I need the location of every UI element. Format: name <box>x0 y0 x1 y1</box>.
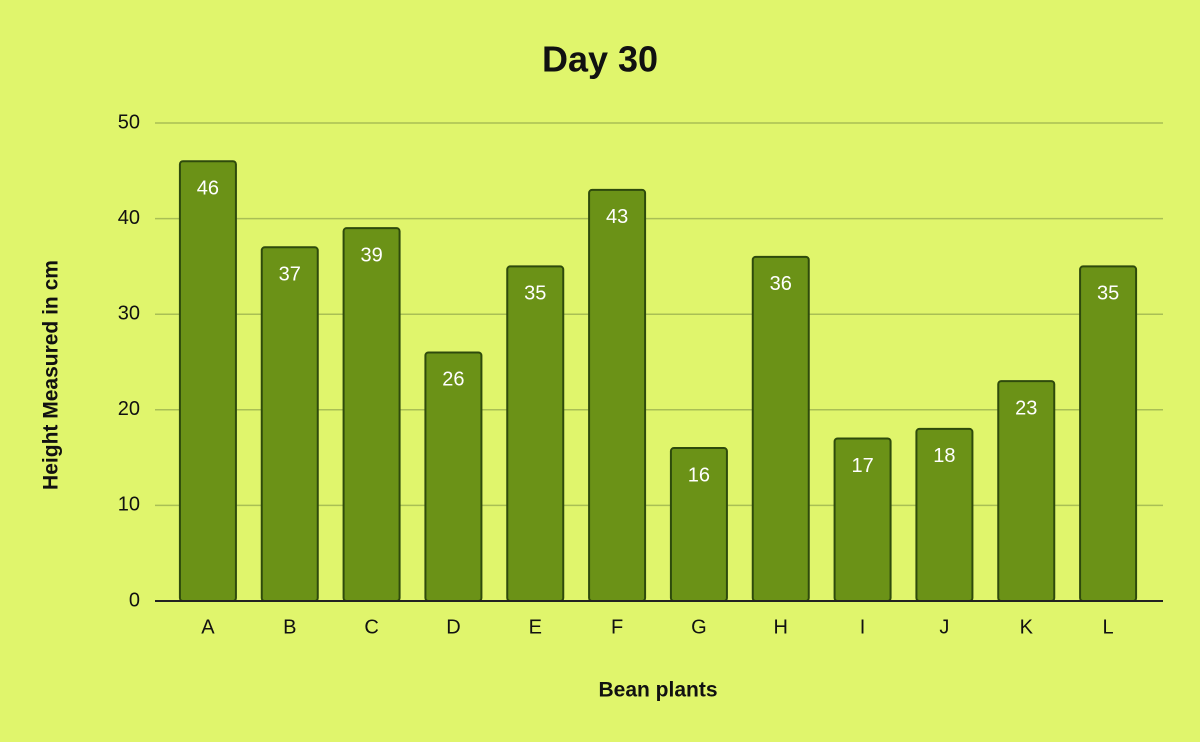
x-tick-label: H <box>774 616 788 638</box>
x-tick-label: A <box>201 616 215 638</box>
x-tick-label: F <box>611 616 623 638</box>
x-tick-label: D <box>446 616 460 638</box>
data-label: 17 <box>851 455 873 477</box>
x-tick-label: E <box>529 616 542 638</box>
x-tick-label: L <box>1103 616 1114 638</box>
grid: 0 10 20 30 40 50 <box>118 111 1163 611</box>
y-axis-title: Height Measured in cm <box>40 260 63 490</box>
bars: A 46 B 37 C 39 D 26 E 35 F 43 G 16 H 36 I 17 J 18 K 23 L 35 <box>155 160 1163 638</box>
y-tick-label: 20 <box>118 398 140 420</box>
bar <box>588 188 647 602</box>
data-label: 35 <box>524 283 546 305</box>
data-label: 43 <box>606 206 628 228</box>
data-label: 46 <box>197 178 219 200</box>
bar <box>342 227 401 602</box>
bar <box>751 255 810 602</box>
chart-title: Day 30 <box>542 39 658 80</box>
y-tick-label: 50 <box>118 111 140 133</box>
bar <box>1079 265 1138 602</box>
data-label: 18 <box>933 445 955 467</box>
x-tick-label: G <box>691 616 707 638</box>
x-tick-label: B <box>283 616 296 638</box>
data-label: 37 <box>279 264 301 286</box>
x-axis-title: Bean plants <box>598 679 717 702</box>
data-label: 39 <box>360 244 382 266</box>
x-tick-label: J <box>939 616 949 638</box>
x-tick-label: C <box>364 616 378 638</box>
data-label: 35 <box>1097 283 1119 305</box>
x-tick-label: I <box>860 616 866 638</box>
data-label: 23 <box>1015 397 1037 419</box>
y-tick-label: 0 <box>129 589 140 611</box>
y-tick-label: 40 <box>118 207 140 229</box>
data-label: 36 <box>770 273 792 295</box>
y-tick-label: 30 <box>118 302 140 324</box>
bar <box>260 246 319 602</box>
bar <box>506 265 565 602</box>
data-label: 16 <box>688 464 710 486</box>
x-tick-label: K <box>1020 616 1034 638</box>
bar <box>178 160 237 603</box>
data-label: 26 <box>442 369 464 391</box>
y-tick-label: 10 <box>118 494 140 516</box>
